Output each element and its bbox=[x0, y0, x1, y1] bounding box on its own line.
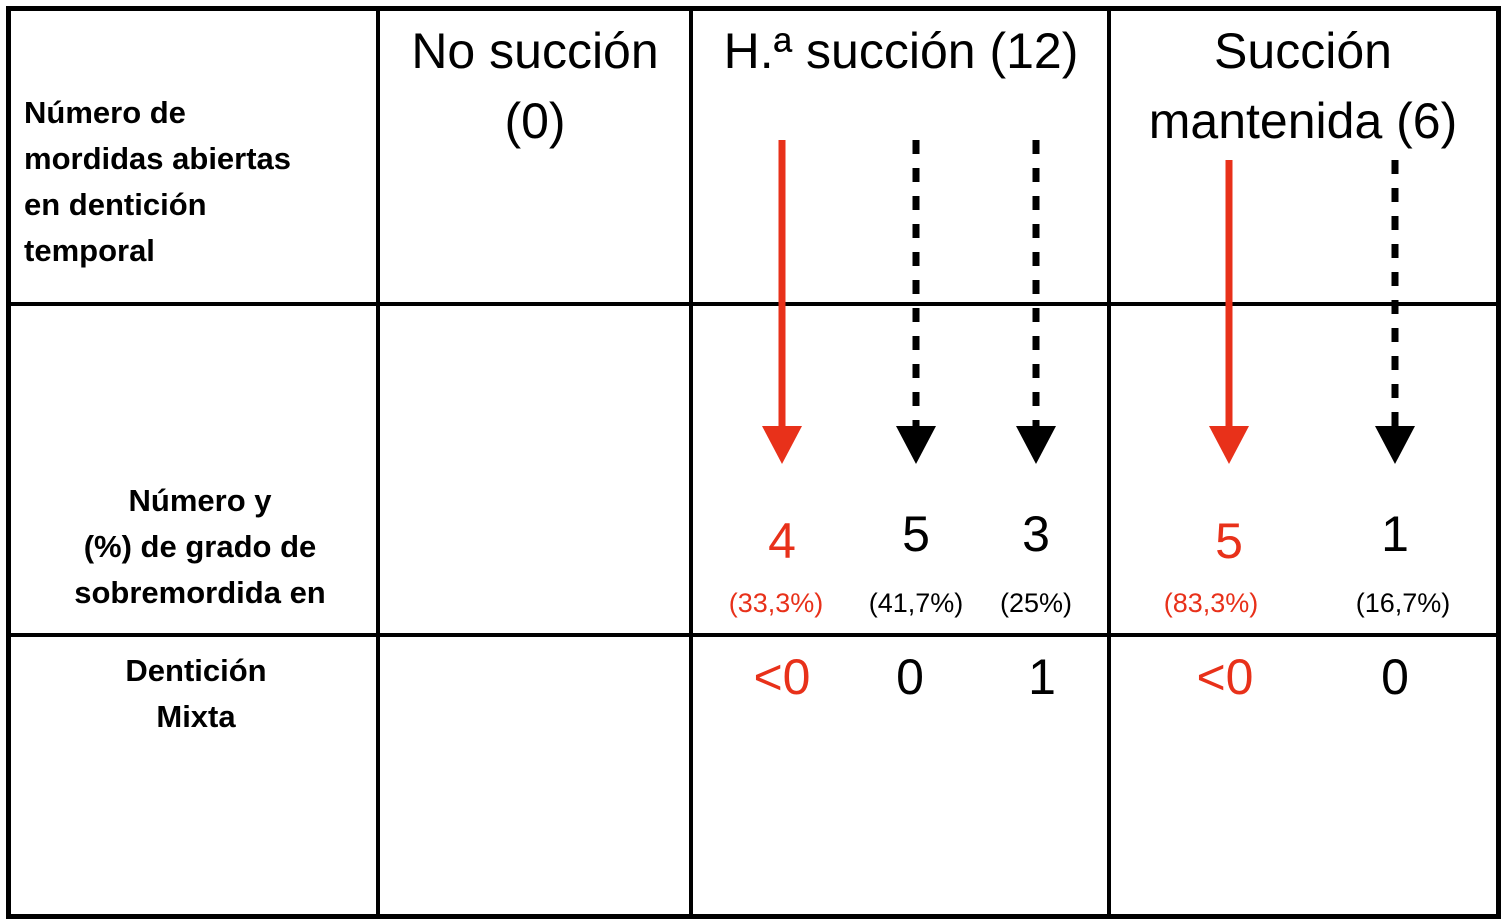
header-ha-succion: H.ª succión (12) bbox=[723, 23, 1079, 79]
border-left bbox=[6, 6, 11, 919]
overbite-succion-mantenida-0: <0 bbox=[1196, 649, 1254, 705]
arrow-head-ha-succion-1 bbox=[896, 426, 936, 464]
border-right bbox=[1496, 6, 1501, 919]
overbite-ha-succion-1: 0 bbox=[896, 649, 924, 705]
arrow-head-ha-succion-0 bbox=[762, 426, 802, 464]
arrow-head-ha-succion-2 bbox=[1016, 426, 1056, 464]
row-divider-2 bbox=[6, 633, 1501, 637]
arrow-head-succion-mantenida-1 bbox=[1375, 426, 1415, 464]
row-label-overbite: Número y (%) de grado de sobremordida en bbox=[74, 483, 326, 610]
col-divider-3 bbox=[1107, 6, 1111, 919]
border-top bbox=[6, 6, 1501, 11]
col-divider-2 bbox=[689, 6, 693, 919]
overbite-succion-mantenida-1: 0 bbox=[1381, 649, 1409, 705]
arrow-head-succion-mantenida-0 bbox=[1209, 426, 1249, 464]
count-succion-mantenida-1: 1 bbox=[1381, 506, 1409, 562]
row-divider-1 bbox=[6, 302, 1501, 306]
header-no-succion: No succión (0) bbox=[411, 23, 659, 149]
percent-succion-mantenida-1: (16,7%) bbox=[1355, 588, 1451, 618]
count-ha-succion-2: 3 bbox=[1022, 506, 1050, 562]
count-ha-succion-1: 5 bbox=[902, 506, 930, 562]
percent-ha-succion-2: (25%) bbox=[999, 588, 1073, 618]
count-ha-succion-0: 4 bbox=[768, 513, 796, 569]
overbite-ha-succion-0: <0 bbox=[753, 649, 811, 705]
overbite-ha-succion-2: 1 bbox=[1028, 649, 1056, 705]
row-label-mixed-dentition: Dentición Mixta bbox=[125, 653, 267, 734]
count-succion-mantenida-0: 5 bbox=[1215, 513, 1243, 569]
row-label-open-bites: Número de mordidas abiertas en dentición… bbox=[24, 95, 292, 268]
border-bottom bbox=[6, 914, 1501, 919]
col-divider-1 bbox=[376, 6, 380, 919]
header-succion-mantenida: Succión mantenida (6) bbox=[1148, 23, 1458, 149]
percent-ha-succion-1: (41,7%) bbox=[868, 588, 964, 618]
percent-ha-succion-0: (33,3%) bbox=[728, 588, 824, 618]
percent-succion-mantenida-0: (83,3%) bbox=[1163, 588, 1259, 618]
